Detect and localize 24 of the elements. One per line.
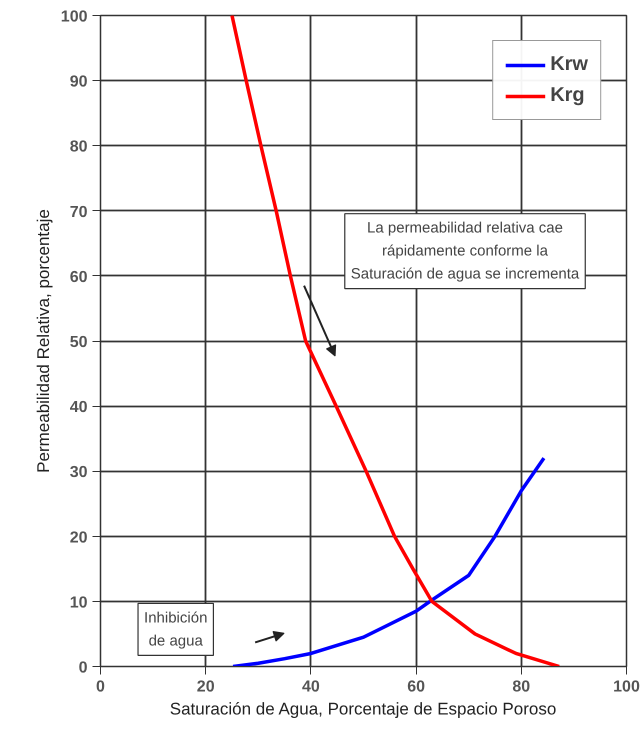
x-tick-label: 60 [407,678,426,696]
x-tick-label: 0 [96,678,106,696]
x-axis-title: Saturación de Agua, Porcentaje de Espacio Poroso [170,700,556,718]
y-tick-label: 40 [70,399,88,416]
y-tick-label: 0 [78,660,88,676]
y-tick-label: 60 [70,268,88,286]
x-tick-label: 40 [302,678,320,696]
y-tick-label: 50 [70,334,88,351]
annotation: La permeabilidad relativa cae rápidamente conforme la Saturación de agua se incrementa [350,220,580,283]
x-tick-label: 100 [613,678,640,696]
y-tick-label: 70 [70,204,88,221]
line-series [231,456,546,666]
legend-label: Krg [550,84,585,107]
y-tick-label: 100 [60,8,88,26]
annotation: Inhibición de agua [144,609,208,650]
y-axis-title: Permeabilidad Relativa, porcentaje [34,209,53,473]
y-tick-label: 30 [70,464,88,482]
y-tick-label: 10 [70,594,88,612]
y-tick-label: 20 [70,529,88,546]
y-tick-label: 90 [70,74,88,91]
y-tick-label: 80 [70,138,88,156]
x-tick-label: 80 [512,678,530,696]
legend-label: Krw [550,53,588,76]
x-tick-label: 20 [196,678,215,696]
